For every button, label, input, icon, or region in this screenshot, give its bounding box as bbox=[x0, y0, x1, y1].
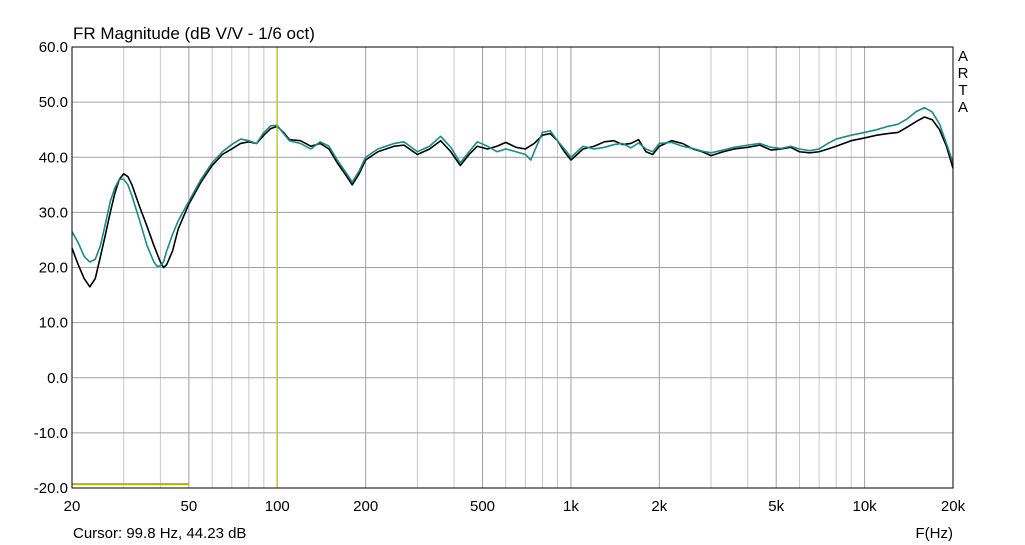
y-tick-label: 40.0 bbox=[39, 149, 68, 166]
x-tick-label: 50 bbox=[181, 498, 198, 515]
y-tick-label: 10.0 bbox=[39, 315, 68, 332]
x-tick-label: 1k bbox=[563, 498, 579, 515]
y-axis-tick-labels: 60.0 50.0 40.0 30.0 20.0 10.0 0.0 -10.0 -20.0 bbox=[34, 39, 68, 497]
watermark-letter: A bbox=[958, 99, 968, 116]
x-tick-label: 500 bbox=[470, 498, 495, 515]
y-tick-label: 20.0 bbox=[39, 260, 68, 277]
series-line-1 bbox=[71, 116, 954, 288]
cursor-readout: Cursor: 99.8 Hz, 44.23 dB bbox=[73, 525, 246, 542]
plot-grid bbox=[72, 46, 953, 489]
series-line-2 bbox=[71, 106, 954, 268]
x-axis-label: F(Hz) bbox=[916, 525, 954, 542]
watermark-letter: A bbox=[958, 48, 968, 65]
x-tick-label: 20 bbox=[64, 498, 81, 515]
y-tick-label: 30.0 bbox=[39, 204, 68, 221]
x-axis-tick-labels: 20 50 100 200 500 1k 2k 5k 10k 20k bbox=[64, 498, 966, 515]
y-tick-label: 0.0 bbox=[47, 370, 68, 387]
x-tick-label: 10k bbox=[853, 498, 878, 515]
x-tick-label: 2k bbox=[651, 498, 667, 515]
y-tick-label: -20.0 bbox=[34, 480, 68, 497]
y-tick-label: 60.0 bbox=[39, 39, 68, 56]
series-lines bbox=[71, 106, 954, 288]
y-tick-label: -10.0 bbox=[34, 425, 68, 442]
x-tick-label: 5k bbox=[768, 498, 784, 515]
watermark-letter: T bbox=[958, 82, 967, 99]
watermark-letter: R bbox=[958, 65, 969, 82]
x-tick-label: 100 bbox=[265, 498, 290, 515]
x-tick-label: 200 bbox=[353, 498, 378, 515]
chart-title: FR Magnitude (dB V/V - 1/6 oct) bbox=[73, 24, 315, 43]
x-tick-label: 20k bbox=[941, 498, 966, 515]
y-tick-label: 50.0 bbox=[39, 94, 68, 111]
plot-border bbox=[71, 46, 954, 489]
